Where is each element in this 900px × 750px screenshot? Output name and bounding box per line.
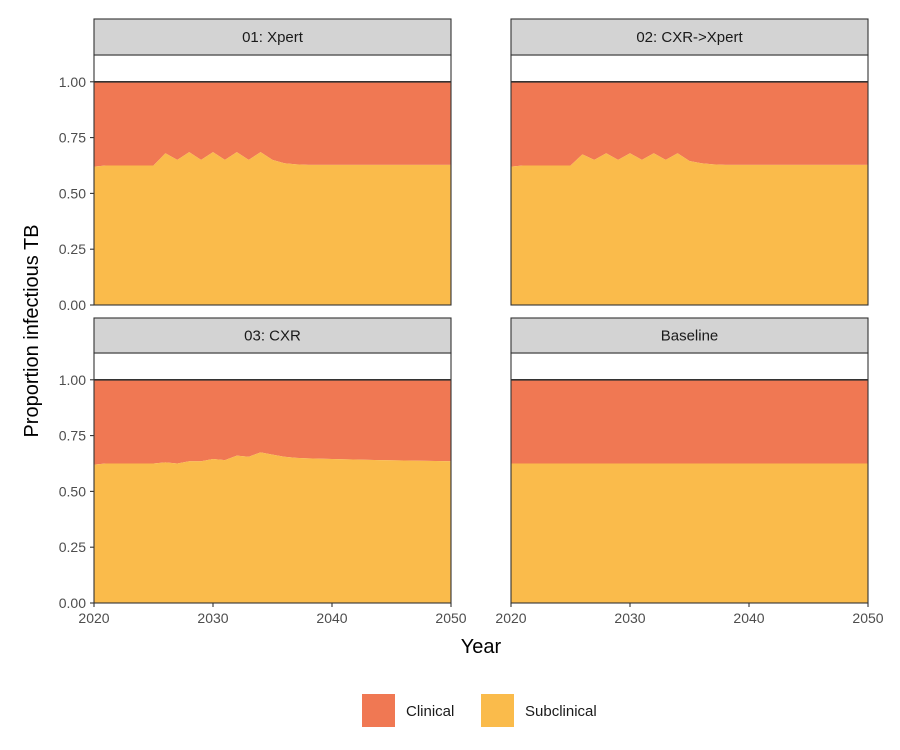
y-tick-label: 0.50: [59, 483, 86, 499]
legend-label: Clinical: [406, 703, 454, 720]
facet-strip-label: 03: CXR: [244, 328, 301, 345]
x-tick-label: 2040: [733, 610, 764, 626]
x-tick-label: 2050: [435, 610, 466, 626]
y-tick-label: 0.75: [59, 130, 86, 146]
facet-strip-label: Baseline: [661, 328, 719, 345]
legend-label: Subclinical: [525, 703, 597, 720]
x-tick-label: 2020: [78, 610, 109, 626]
clinical-area: [94, 379, 451, 465]
facet-strip-label: 02: CXR->Xpert: [636, 29, 743, 46]
subclinical-area: [511, 153, 868, 305]
clinical-area: [511, 379, 868, 464]
y-tick-label: 0.75: [59, 428, 86, 444]
x-tick-label: 2040: [316, 610, 347, 626]
y-tick-label: 1.00: [59, 74, 86, 90]
panel-01-xpert: 01: Xpert: [93, 18, 452, 306]
y-axis-title: Proportion infectious TB: [21, 224, 43, 437]
panels-layer: 01: Xpert 02: CXR->Xpert 03: CXR Baseline: [93, 18, 869, 604]
facet-strip: [510, 18, 869, 56]
legend: Clinical Subclinical: [362, 694, 597, 727]
y-tick-label: 0.25: [59, 539, 86, 555]
panel-baseline: Baseline: [510, 317, 869, 604]
x-tick-label: 2030: [197, 610, 228, 626]
x-tick-label: 2030: [614, 610, 645, 626]
facet-strip: [93, 18, 452, 56]
legend-item-subclinical: Subclinical: [481, 694, 597, 727]
axes-layer: 0.00 0.25 0.50 0.75 1.00 0.00 0.25 0.50 0.75 1.00…: [59, 74, 884, 626]
legend-item-clinical: Clinical: [362, 694, 454, 727]
x-axis-title: Year: [461, 636, 502, 658]
panel-03-cxr: 03: CXR: [93, 317, 452, 604]
subclinical-area: [511, 463, 868, 603]
subclinical-area: [94, 452, 451, 603]
x-tick-label: 2020: [495, 610, 526, 626]
clinical-area: [94, 81, 451, 167]
y-tick-label: 1.00: [59, 372, 86, 388]
clinical-area: [511, 81, 868, 167]
panel-02-cxr-xpert: 02: CXR->Xpert: [510, 18, 869, 306]
facet-strip: [93, 317, 452, 354]
y-tick-label: 0.50: [59, 185, 86, 201]
legend-key: [362, 694, 395, 727]
x-tick-label: 2050: [852, 610, 883, 626]
legend-key: [481, 694, 514, 727]
y-tick-label: 0.00: [59, 595, 86, 611]
subclinical-area: [94, 152, 451, 305]
y-tick-label: 0.00: [59, 297, 86, 313]
facet-strip: [510, 317, 869, 354]
y-tick-label: 0.25: [59, 241, 86, 257]
facet-strip-label: 01: Xpert: [242, 29, 304, 46]
